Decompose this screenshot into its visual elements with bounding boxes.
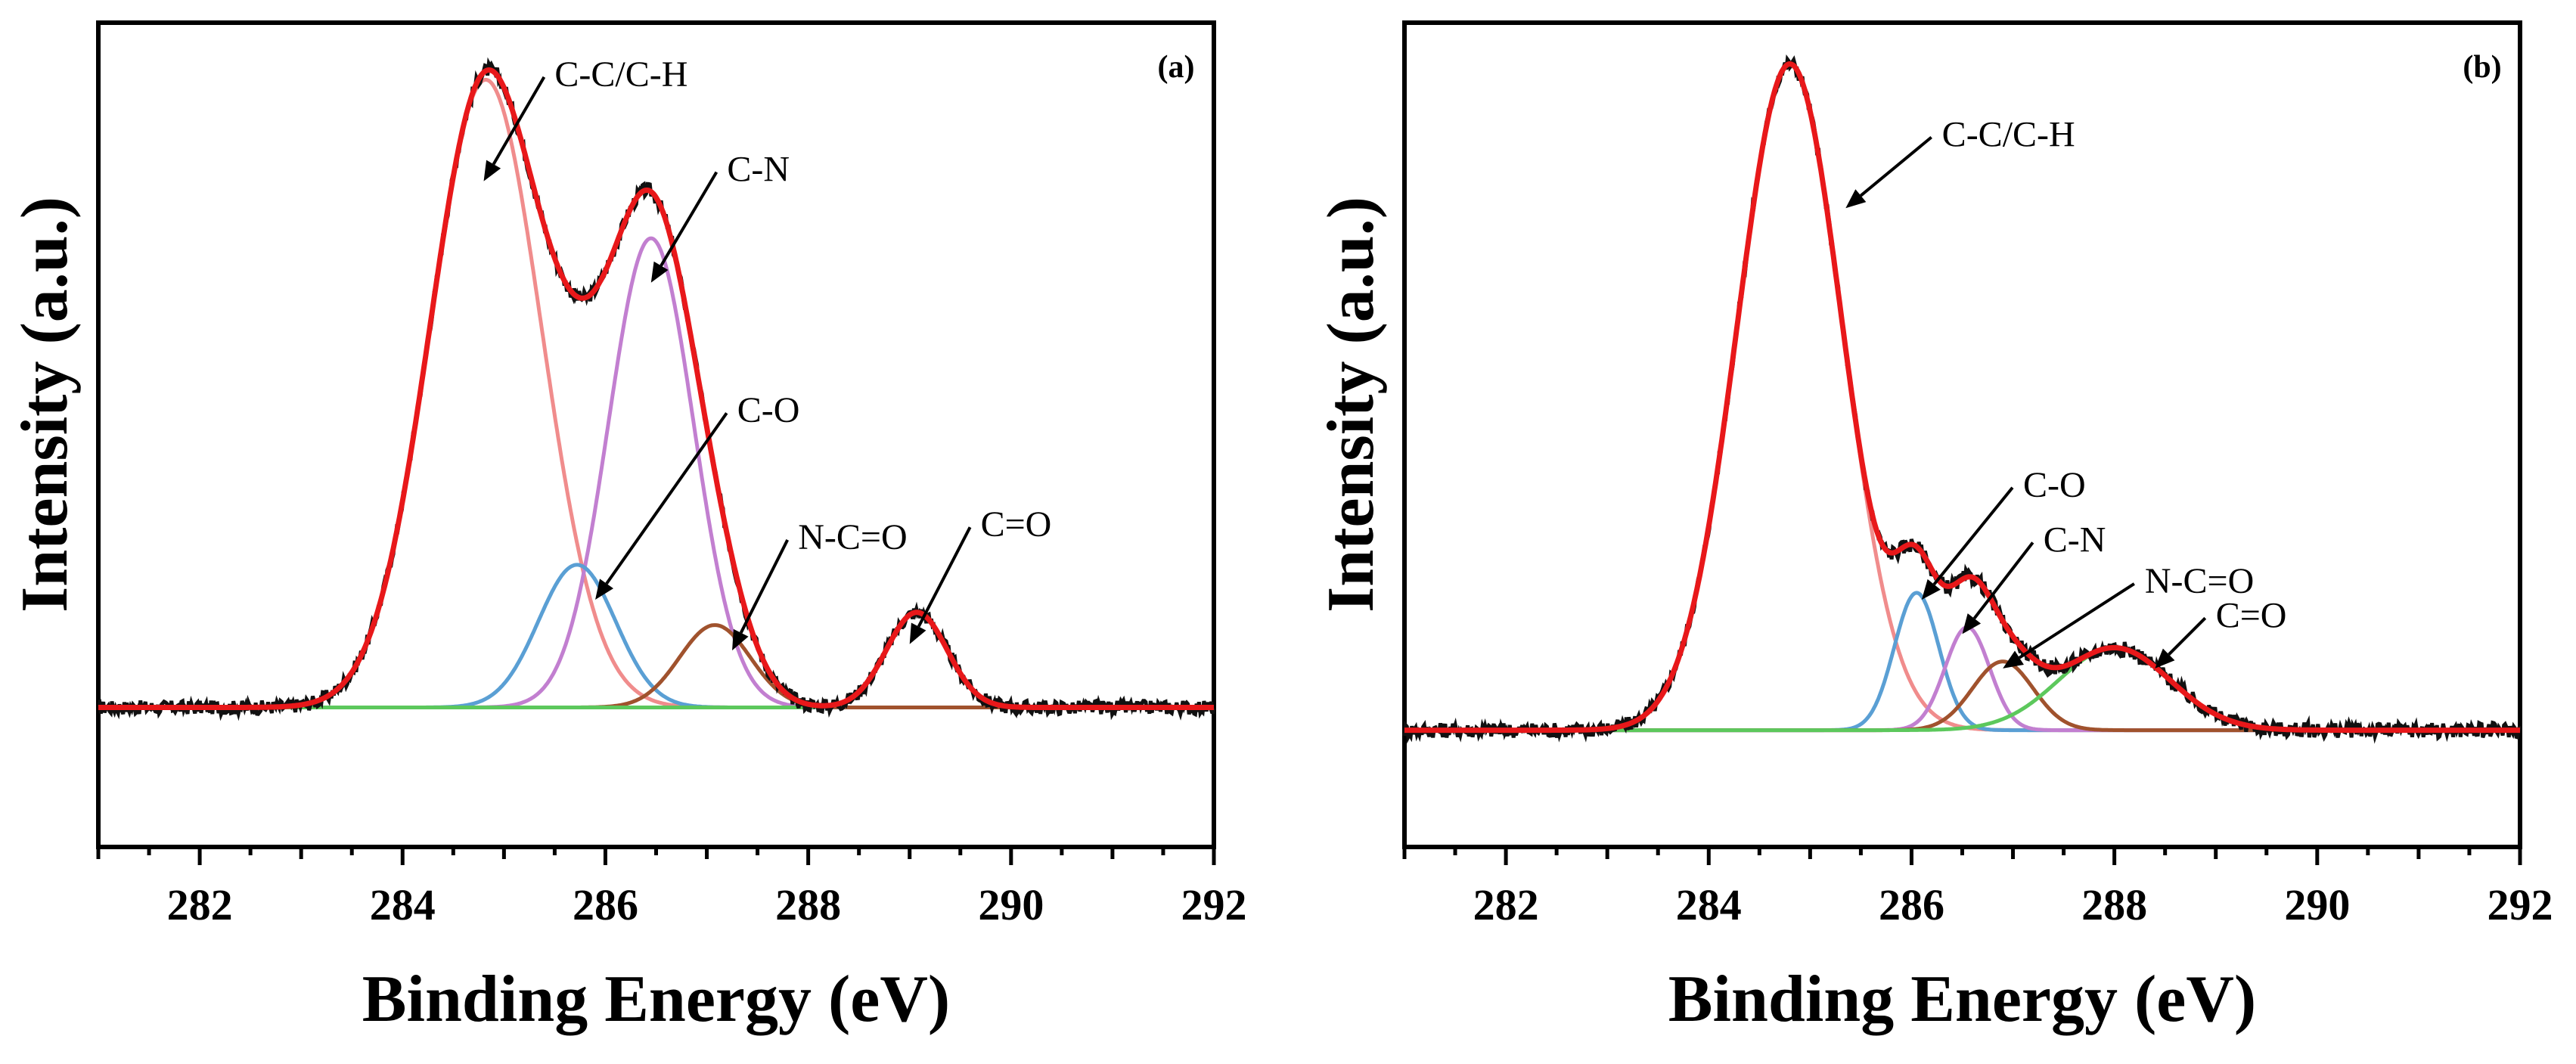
- panel-a-annotation-n-c-o: N-C=O: [798, 517, 907, 557]
- panel-b-label: (b): [2463, 50, 2501, 85]
- panel-b-peak-n-c-o: [1404, 659, 2520, 733]
- panel-b-raw-data-line: [1402, 54, 2522, 744]
- panel-b-annotation-n-c-o: N-C=O: [2145, 561, 2254, 601]
- panel-a-annotation-c-o: C=O: [981, 504, 1052, 544]
- panel-a-annotation-c-o: C-O: [737, 390, 800, 430]
- panel-b-arrow-n-c-o: [2018, 582, 2135, 659]
- panel-b-arrow-c-o: [2168, 616, 2207, 656]
- panel-a-arrow-c-o: [605, 412, 728, 585]
- panel-a-arrow-c-c-c-h: [492, 76, 546, 166]
- panel-a-peak-c-c-c-h: [98, 78, 1214, 709]
- panel-a-annotation-c-n: C-N: [727, 150, 790, 190]
- panel-b-x-tick-label: 284: [1676, 880, 1742, 929]
- panel-a-envelope-line: [98, 67, 1214, 710]
- panel-b-annotation-c-c-c-h: C-C/C-H: [1942, 115, 2075, 155]
- panel-b-y-axis-title: Intensity (a.u.): [1314, 197, 1388, 613]
- panel-b-annotation-c-n: C-N: [2044, 520, 2106, 560]
- panel-b-arrow-c-o: [1932, 486, 2014, 586]
- panel-b-arrowhead-c-c-c-h: [1845, 189, 1867, 209]
- panel-b-x-tick-label: 290: [2284, 880, 2350, 929]
- panel-b-arrow-c-n: [1972, 541, 2034, 620]
- panel-a-arrow-n-c-o: [739, 539, 790, 634]
- panel-a-annotations: C-C/C-H C-N C-O N-C=O C=O: [483, 54, 1052, 651]
- panel-b-x-tick-label: 282: [1473, 880, 1539, 929]
- panel-a-x-tick-label: 284: [370, 880, 436, 929]
- panel-a-peak-c-n: [98, 236, 1214, 709]
- panel-b-x-tick-label: 288: [2081, 880, 2147, 929]
- panel-a-frame: [96, 20, 1216, 849]
- panel-a-raw-data-line: [98, 57, 1216, 721]
- panel-a-x-tick-label: 292: [1181, 880, 1247, 929]
- panel-a-arrow-c-n: [660, 171, 718, 267]
- panel-b-arrowhead-c-n: [1962, 613, 1982, 634]
- panel-a-peak-n-c-o: [98, 623, 1214, 709]
- panel-a-annotation-c-c-c-h: C-C/C-H: [554, 54, 687, 95]
- panel-b-peak-c-o: [1404, 591, 2520, 733]
- panel-b: 282 284 286 288 290 292 C-C/C-H C-O C-N N-C=OC=O…: [1314, 20, 2553, 1036]
- panel-a-curves: [98, 57, 1216, 721]
- panel-a-arrowhead-c-o: [595, 579, 614, 600]
- panel-a-arrowhead-c-c-c-h: [483, 160, 501, 181]
- panel-b-arrowhead-n-c-o: [2003, 650, 2024, 668]
- panel-a: 282 284 286 288 290 292 C-C/C-H C-N C-O N-C=O C=O…: [8, 20, 1247, 1036]
- panel-a-x-tick-label: 288: [775, 880, 841, 929]
- panel-a-arrowhead-n-c-o: [732, 628, 749, 651]
- panel-b-x-ticks: 282 284 286 288 290 292: [1402, 847, 2553, 929]
- panel-b-curves: [1402, 54, 2522, 744]
- panel-b-arrow-c-c-c-h: [1860, 135, 1932, 197]
- panel-a-x-tick-label: 290: [978, 880, 1044, 929]
- panel-a-arrowhead-c-o: [909, 622, 926, 644]
- panel-a-peak-c-o: [98, 610, 1214, 709]
- panel-a-x-tick-label: 286: [573, 880, 638, 929]
- panel-b-x-axis-title: Binding Energy (eV): [1668, 963, 2256, 1036]
- panel-a-x-ticks: 282 284 286 288 290 292: [96, 847, 1247, 929]
- panel-a-x-tick-label: 282: [167, 880, 233, 929]
- panel-a-arrowhead-c-n: [650, 261, 669, 283]
- panel-a-arrow-c-o: [917, 526, 972, 628]
- panel-b-envelope-line: [1404, 60, 2520, 734]
- panel-b-annotation-c-o: C=O: [2216, 595, 2287, 635]
- panel-b-annotations: C-C/C-H C-O C-N N-C=OC=O: [1845, 115, 2286, 668]
- panel-a-y-axis-title: Intensity (a.u.): [8, 197, 82, 613]
- panel-a-label: (a): [1158, 50, 1195, 85]
- panel-a-x-axis-title: Binding Energy (eV): [362, 963, 950, 1036]
- panel-b-x-tick-label: 292: [2488, 880, 2553, 929]
- panel-b-peak-c-o: [1404, 646, 2520, 733]
- panel-b-arrowhead-c-o: [1921, 579, 1941, 600]
- panel-b-annotation-c-o: C-O: [2023, 465, 2086, 505]
- panel-b-x-tick-label: 286: [1879, 880, 1944, 929]
- panel-b-arrowhead-c-o: [2155, 648, 2175, 668]
